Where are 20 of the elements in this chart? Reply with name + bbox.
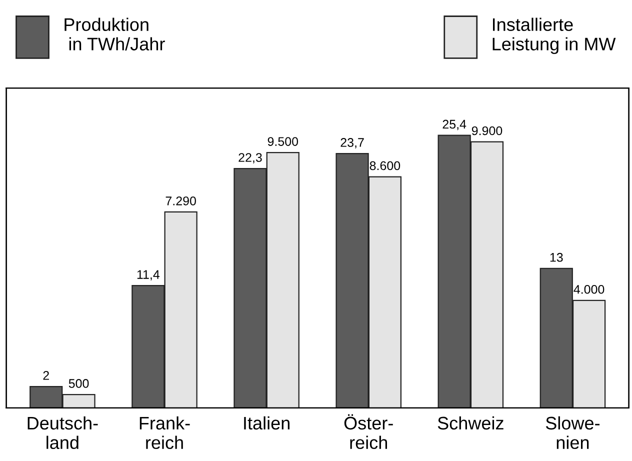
data-label: 500 xyxy=(68,379,89,388)
data-label: 9.500 xyxy=(268,137,298,146)
data-label: 9.900 xyxy=(472,126,502,136)
x-tick-label: Italien xyxy=(244,416,290,430)
data-label: 4.000 xyxy=(574,284,604,294)
legend-label: Installierte Leistung in MW xyxy=(492,18,616,54)
x-tick-label: Deutsch- land xyxy=(28,416,98,450)
data-label: 8.600 xyxy=(370,161,400,170)
data-label: 13 xyxy=(550,252,563,262)
legend-label: Produktion in TWh/Jahr xyxy=(64,18,165,50)
data-label: 11,4 xyxy=(137,270,160,280)
x-tick-label: Frank- reich xyxy=(140,416,190,450)
data-label: 23,7 xyxy=(340,138,364,148)
data-label: 22,3 xyxy=(238,153,262,164)
data-label: 2 xyxy=(43,371,49,380)
x-tick-label: Schweiz xyxy=(438,416,504,430)
data-label: 25,4 xyxy=(442,120,466,130)
data-label: 7.290 xyxy=(166,196,196,206)
x-tick-label: Slowe- nien xyxy=(546,416,600,450)
x-tick-label: Öster- reich xyxy=(344,414,393,450)
